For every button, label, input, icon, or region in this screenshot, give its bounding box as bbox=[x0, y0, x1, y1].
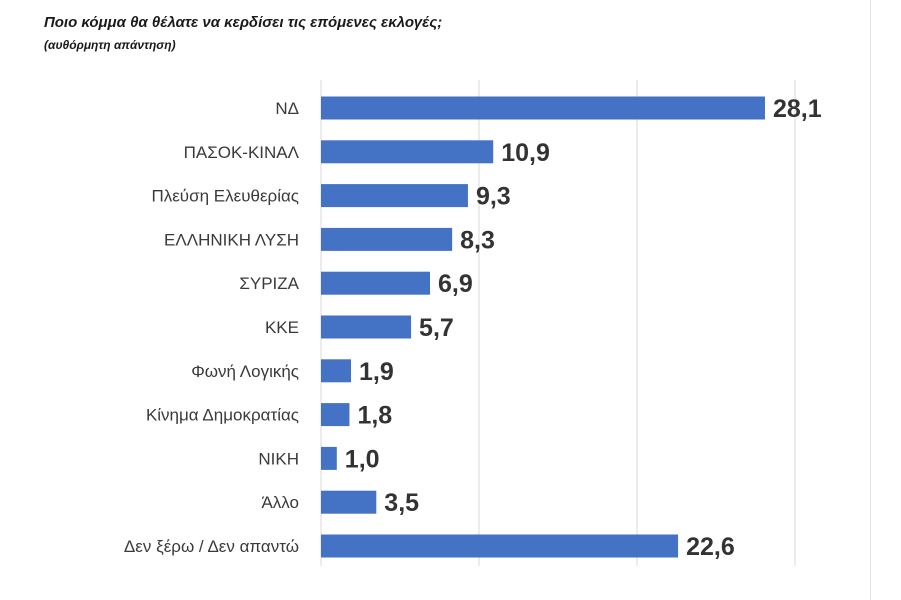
data-label: 1,9 bbox=[359, 358, 394, 386]
category-label: Φωνή Λογικής bbox=[191, 362, 299, 381]
data-label: 5,7 bbox=[419, 314, 454, 342]
category-label: ΝΔ bbox=[275, 99, 299, 118]
chart-title: Ποιο κόμμα θα θέλατε να κερδίσει τις επό… bbox=[44, 14, 443, 31]
data-label: 6,9 bbox=[438, 270, 473, 298]
category-label: ΣΥΡΙΖΑ bbox=[239, 274, 299, 293]
bar bbox=[321, 227, 453, 251]
bar bbox=[321, 534, 679, 558]
data-label: 3,5 bbox=[384, 489, 419, 517]
category-labels: ΝΔ ΠΑΣΟΚ-ΚΙΝΑΛ Πλεύση Ελευθερίας ΕΛΛΗΝΙΚΗ Λ… bbox=[124, 99, 300, 556]
category-label: Πλεύση Ελευθερίας bbox=[151, 187, 299, 206]
bar bbox=[321, 315, 412, 339]
category-label: ΚΚΕ bbox=[265, 318, 299, 337]
category-label: Κίνημα Δημοκρατίας bbox=[146, 406, 299, 425]
bar bbox=[321, 96, 765, 120]
category-label: ΝΙΚΗ bbox=[258, 449, 299, 468]
bar bbox=[321, 184, 468, 208]
data-label: 9,3 bbox=[476, 183, 511, 211]
bar bbox=[321, 140, 494, 164]
bar bbox=[321, 446, 337, 470]
data-label: 10,9 bbox=[501, 139, 550, 167]
category-label: Δεν ξέρω / Δεν απαντώ bbox=[124, 537, 299, 556]
category-label: ΕΛΛΗΝΙΚΗ ΛΥΣΗ bbox=[164, 230, 299, 249]
bars bbox=[321, 96, 765, 558]
data-label: 1,8 bbox=[357, 402, 392, 430]
bar bbox=[321, 271, 431, 295]
category-label: Άλλο bbox=[261, 493, 299, 512]
data-label: 8,3 bbox=[460, 226, 495, 254]
value-labels: 28,1 10,9 9,3 8,3 6,9 5,7 1,9 1,8 1,03,5 22,6 bbox=[345, 95, 822, 561]
chart-subtitle: (αυθόρμητη απάντηση) bbox=[44, 38, 176, 52]
data-label: 28,1 bbox=[773, 95, 822, 123]
category-label: ΠΑΣΟΚ-ΚΙΝΑΛ bbox=[184, 143, 300, 162]
frame-divider bbox=[870, 0, 871, 600]
bar bbox=[321, 490, 377, 514]
data-label: 1,0 bbox=[345, 445, 380, 473]
data-label: 22,6 bbox=[686, 533, 735, 561]
bar bbox=[321, 403, 350, 427]
bar bbox=[321, 359, 352, 383]
